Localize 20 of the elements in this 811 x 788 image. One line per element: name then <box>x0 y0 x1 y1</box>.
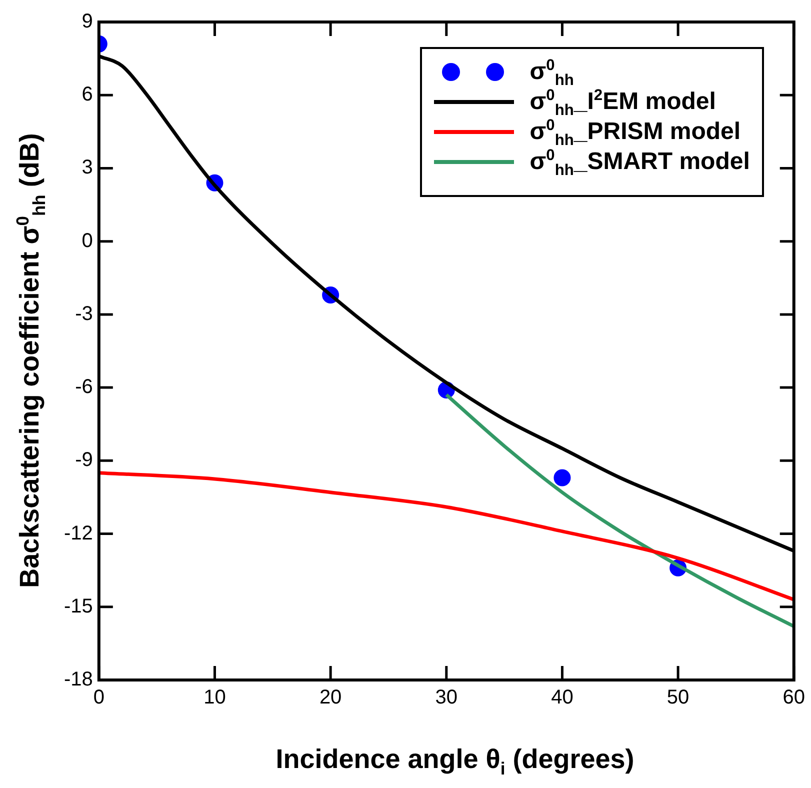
y-tick-label: 0 <box>82 230 93 252</box>
y-tick-label: 3 <box>82 156 93 179</box>
legend-label: σ$^{0}$$_{hh}$_SMART model <box>530 147 750 179</box>
x-tick-label: 50 <box>666 686 690 709</box>
legend-label: σ$^{0}$$_{hh}$_PRISM model <box>530 117 741 149</box>
y-tick-label: 9 <box>82 10 93 33</box>
y-tick-label: -6 <box>75 376 93 398</box>
x-tick-label: 10 <box>204 686 226 709</box>
x-axis-title: Incidence angle θ$_{i}$ (degrees) <box>274 744 636 778</box>
y-tick-label: -3 <box>75 302 93 325</box>
x-tick-label: 20 <box>319 686 342 709</box>
y-tick-label: -15 <box>64 595 93 618</box>
x-tick-label: 30 <box>435 686 458 709</box>
y-tick-label: -9 <box>75 449 93 472</box>
x-tick-label: 60 <box>782 686 805 709</box>
legend-label: σ$^{0}$$_{hh}$_I$^{2}$EM model <box>530 87 716 119</box>
y-tick-label: -12 <box>64 522 93 544</box>
y-tick-label: -18 <box>64 668 93 691</box>
x-tick-label: 40 <box>551 686 574 709</box>
y-tick-label: 6 <box>82 84 93 106</box>
